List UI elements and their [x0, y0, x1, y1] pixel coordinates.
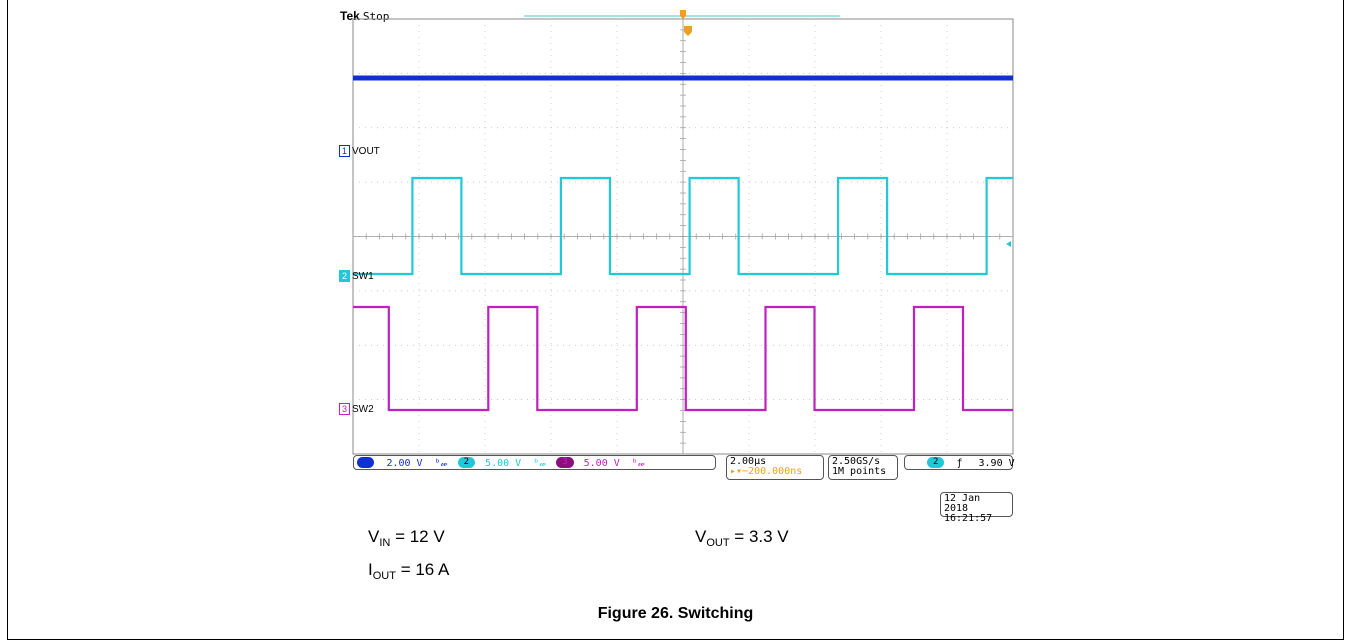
iout-condition: IOUT = 16 A: [368, 560, 450, 582]
time: 16:21:57: [944, 513, 993, 524]
channel-scale-bar: 1 2.00 V ᵇ𝓌 2 5.00 V ᵇ𝓌 3 5.00 V ᵇ𝓌: [353, 455, 716, 470]
figure-frame: [7, 0, 1344, 640]
trigger-level-icon: [1006, 241, 1011, 247]
date: 12 Jan 2018: [944, 493, 981, 514]
bw-icon: ᵇ𝓌: [631, 458, 645, 469]
bw-icon: ᵇ𝓌: [434, 458, 448, 469]
trigger-level: 3.90 V: [978, 458, 1015, 469]
ch2-badge: 2: [457, 456, 476, 468]
delay-icon: ▸▾: [730, 466, 743, 477]
sample-rate: 2.50GS/s: [832, 456, 881, 467]
run-state: Stop: [362, 10, 390, 23]
trigger-markers: [524, 10, 1011, 247]
sw1-trace: [353, 176, 1013, 276]
ch1-label: 1 VOUT: [339, 145, 380, 157]
rising-edge-icon: ƒ: [956, 458, 963, 469]
trigger-position-icon: [680, 10, 686, 19]
vin-condition: VIN = 12 V: [368, 527, 445, 549]
datetime-box: 12 Jan 2018 16:21:57: [940, 492, 1013, 524]
trigger-box: 2 ƒ 3.90 V: [904, 455, 1015, 470]
ch1-badge: 1: [357, 456, 375, 468]
ch2-label: 2 SW1: [339, 270, 374, 282]
ch3-label: 3 SW2: [339, 403, 374, 415]
timebase-box: 2.00µs ▸▾−200.000ns: [726, 455, 824, 480]
traces: [353, 75, 1013, 412]
acquisition-box: 2.50GS/s 1M points: [828, 455, 898, 480]
ch2-scale: 5.00 V: [485, 458, 522, 469]
sw2-trace: [353, 305, 1013, 412]
timebase: 2.00µs: [730, 456, 767, 467]
figure-caption: Figure 26. Switching: [597, 605, 754, 622]
bw-icon: ᵇ𝓌: [533, 458, 547, 469]
ch1-scale: 2.00 V: [386, 458, 423, 469]
trigger-t-icon: [684, 26, 692, 36]
ch3-badge: 3: [556, 456, 574, 468]
delay: −200.000ns: [742, 466, 803, 477]
trigger-source: 2: [927, 456, 945, 468]
record-length: 1M points: [832, 466, 887, 477]
vout-condition: VOUT = 3.3 V: [695, 527, 789, 549]
ch3-scale: 5.00 V: [583, 458, 620, 469]
